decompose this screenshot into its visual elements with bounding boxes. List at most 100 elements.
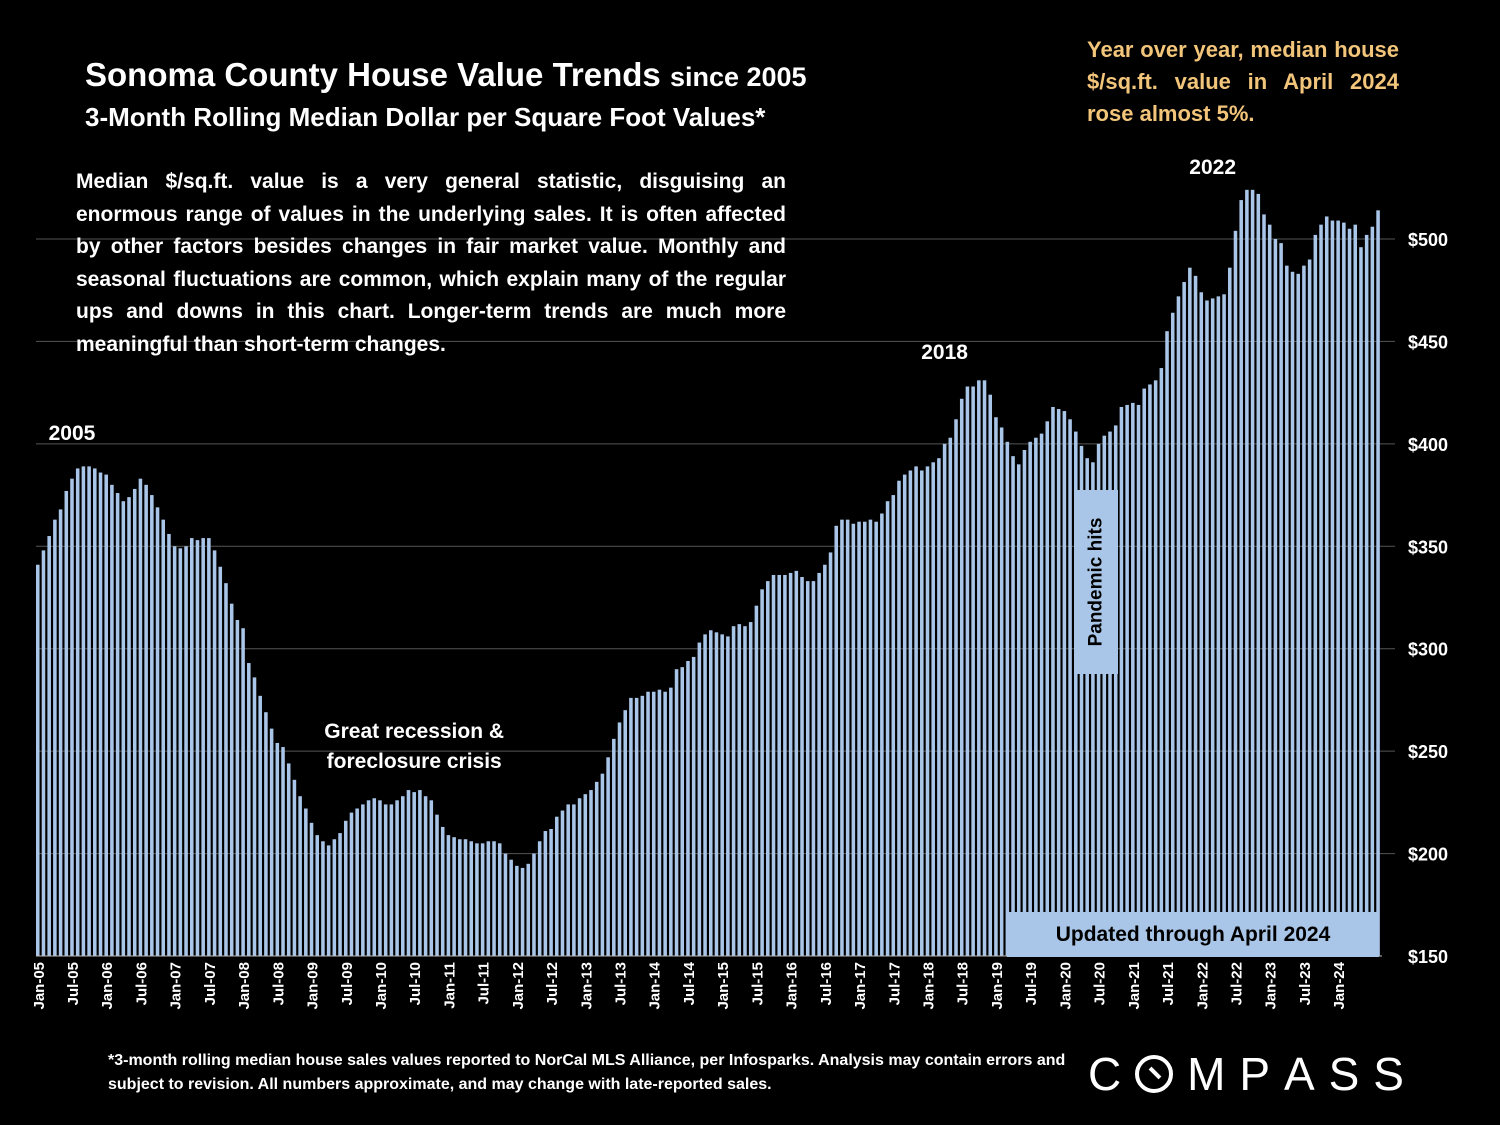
bar (440, 826, 445, 956)
bar (343, 820, 348, 956)
bar (566, 804, 570, 956)
bar (1136, 404, 1141, 956)
bar (691, 656, 696, 956)
x-tick-label: Jul-23 (1297, 962, 1314, 1005)
bar (326, 845, 331, 956)
chart-title-since: since 2005 (669, 62, 807, 92)
bar (743, 626, 747, 956)
logo-letter: S (1373, 1048, 1404, 1100)
bar (845, 519, 850, 956)
bar (486, 841, 491, 956)
bar (1028, 441, 1032, 956)
x-tick-label: Jul-21 (1160, 962, 1177, 1005)
bar (1005, 441, 1010, 956)
bar (201, 538, 205, 956)
bar (965, 386, 970, 956)
bar (663, 691, 667, 956)
bar (811, 581, 816, 956)
bar (361, 804, 365, 956)
bar (195, 540, 200, 956)
bar (714, 632, 719, 956)
bar (908, 470, 913, 956)
x-tick-label: Jul-22 (1228, 962, 1245, 1005)
bar (783, 574, 787, 956)
x-tick-label: Jan-19 (989, 962, 1006, 1010)
x-tick-label: Jan-08 (236, 962, 253, 1010)
bar (1142, 388, 1146, 956)
bar (497, 843, 502, 956)
bar (1233, 230, 1238, 956)
bar (150, 495, 154, 956)
y-tick-label: $150 (1408, 947, 1448, 967)
bar (309, 822, 314, 956)
bar (1148, 384, 1152, 956)
bar (1170, 312, 1175, 956)
bar (104, 474, 108, 956)
logo-letter: M (1187, 1048, 1226, 1100)
bar (959, 398, 964, 956)
bar (777, 574, 781, 956)
chart-annotation: foreclosure crisis (327, 750, 502, 773)
logo-letter: C (1088, 1048, 1122, 1100)
bar (925, 466, 930, 956)
bar (1016, 464, 1021, 956)
bar (902, 474, 907, 956)
bar (874, 521, 878, 956)
bar (942, 443, 947, 956)
bar (115, 493, 120, 956)
bar (184, 546, 188, 956)
bar (315, 835, 320, 956)
bar (1182, 282, 1186, 956)
bar (834, 525, 839, 956)
bar (697, 642, 702, 956)
bar (709, 630, 713, 956)
bar (338, 833, 342, 956)
bar (435, 814, 439, 956)
bar (1199, 292, 1204, 956)
bar (378, 800, 382, 956)
bar (1205, 300, 1209, 957)
bar (1330, 220, 1335, 956)
bar (572, 804, 576, 956)
bar (138, 478, 143, 956)
bar (1222, 294, 1226, 956)
bar (623, 710, 627, 956)
bar (1113, 425, 1118, 956)
updated-through-label: Updated through April 2024 (1007, 912, 1379, 957)
bar (971, 386, 975, 956)
bar (469, 841, 473, 956)
bar (509, 859, 513, 956)
x-tick-label: Jul-08 (270, 962, 287, 1005)
bar (492, 841, 496, 956)
x-tick-label: Jan-13 (578, 962, 595, 1010)
pandemic-label-box: Pandemic hits (1074, 490, 1118, 674)
bar (634, 697, 639, 956)
bar (600, 773, 605, 956)
bar (937, 458, 941, 956)
bar (1165, 331, 1169, 956)
bar (452, 837, 456, 956)
bar (1045, 421, 1050, 956)
bar (401, 796, 405, 956)
x-tick-label: Jul-15 (749, 962, 766, 1005)
x-tick-label: Jan-20 (1057, 962, 1074, 1010)
x-tick-label: Jul-11 (476, 962, 493, 1005)
bar (292, 779, 297, 956)
bar (1336, 220, 1340, 956)
bar (994, 417, 998, 957)
bar (1091, 462, 1095, 956)
x-tick-label: Jul-20 (1092, 962, 1109, 1005)
bar (1313, 234, 1318, 956)
bar (235, 620, 240, 956)
bar (355, 808, 359, 956)
bar (805, 581, 810, 956)
chart-annotation: Great recession & (324, 720, 504, 743)
bar (520, 867, 525, 956)
x-tick-label: Jul-18 (955, 962, 972, 1005)
bar (372, 798, 377, 956)
bar (178, 548, 183, 956)
bar (161, 519, 166, 956)
bar (332, 839, 337, 956)
bar (1131, 402, 1135, 956)
pandemic-label: Pandemic hits (1085, 517, 1107, 647)
